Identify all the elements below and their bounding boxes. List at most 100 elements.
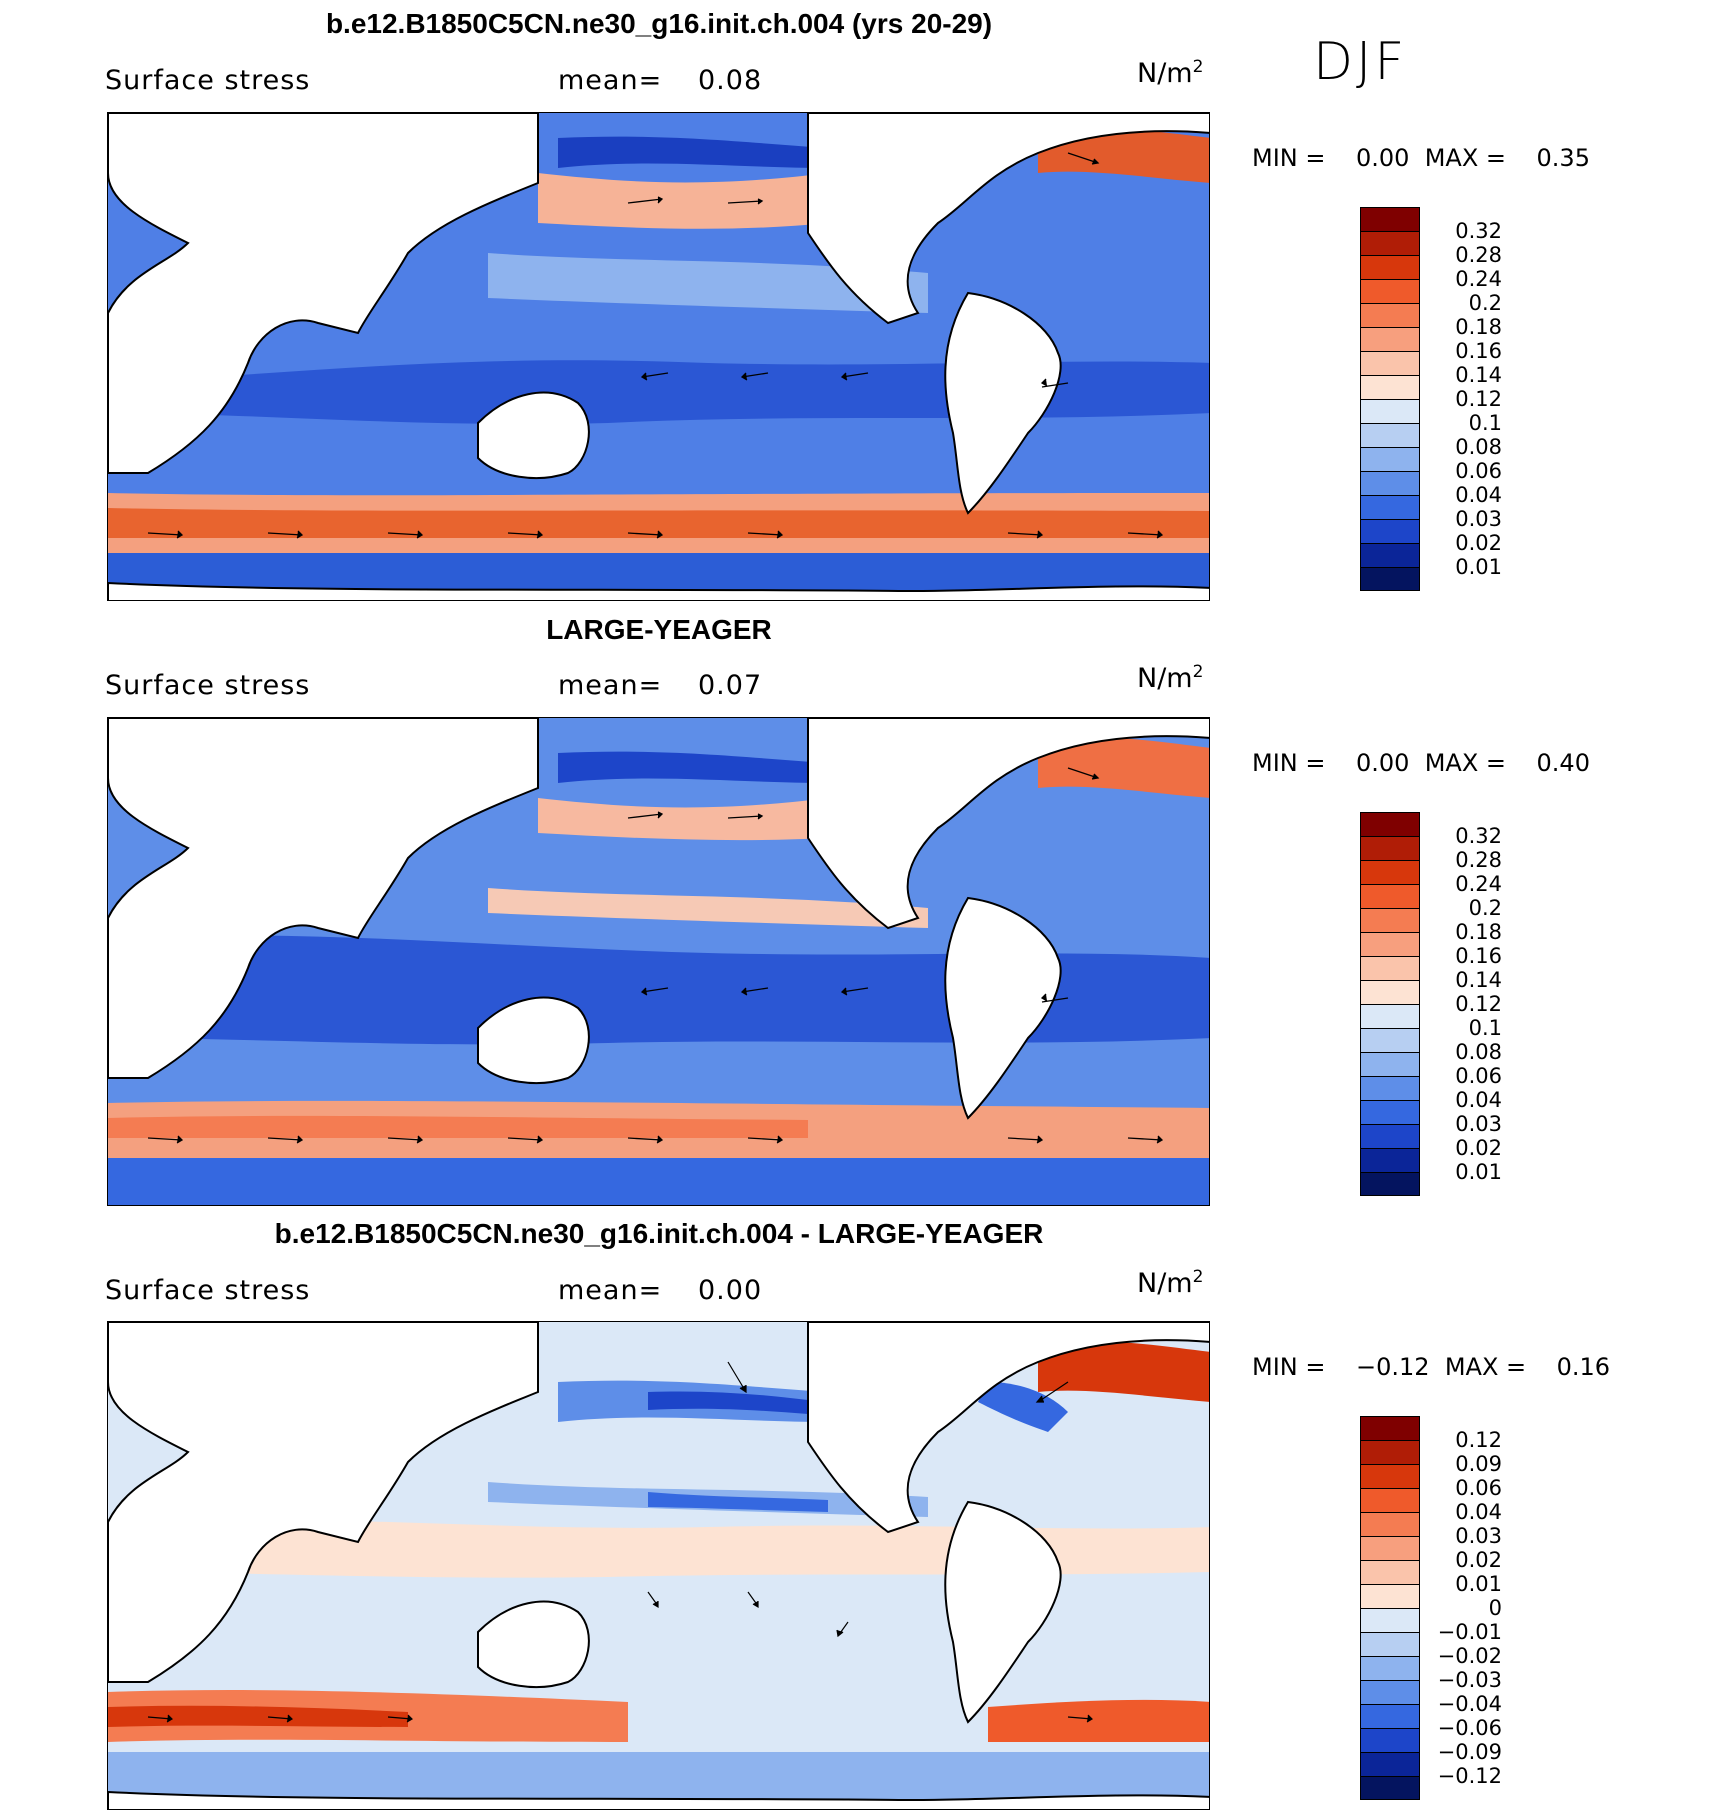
colorbar-swatch xyxy=(1360,1608,1420,1632)
colorbar-swatch xyxy=(1360,1728,1420,1752)
panel-2-units: N/m2 xyxy=(1137,662,1204,694)
colorbar-swatch xyxy=(1360,1124,1420,1148)
colorbar-swatch xyxy=(1360,327,1420,351)
colorbar-swatch xyxy=(1360,1776,1420,1800)
colorbar-level-label: 0 xyxy=(1488,1596,1502,1620)
colorbar-level-label: 0.12 xyxy=(1455,1428,1502,1452)
panel-1-colorbar-labels: 0.32 0.28 0.24 0.2 0.18 0.16 0.14 0.12 0.1 0.08 0.… xyxy=(1420,219,1530,579)
colorbar-swatch xyxy=(1360,980,1420,1004)
colorbar-level-label: −0.02 xyxy=(1437,1644,1502,1668)
colorbar-swatch xyxy=(1360,1004,1420,1028)
panel-2-mean-label: mean= xyxy=(558,670,663,701)
panel-1-colorbar xyxy=(1360,207,1420,591)
colorbar-swatch xyxy=(1360,543,1420,567)
colorbar-level-label: 0.18 xyxy=(1455,920,1502,944)
colorbar-level-label: 0.01 xyxy=(1455,1572,1502,1596)
colorbar-level-label: 0.18 xyxy=(1455,315,1502,339)
panel-1-map xyxy=(107,112,1210,601)
panel-1-mean-label: mean= xyxy=(558,65,663,96)
colorbar-swatch xyxy=(1360,351,1420,375)
colorbar-swatch xyxy=(1360,447,1420,471)
colorbar-level-label: −0.09 xyxy=(1437,1740,1502,1764)
panel-2-map xyxy=(107,717,1210,1206)
colorbar-level-label: 0.28 xyxy=(1455,243,1502,267)
colorbar-level-label: −0.06 xyxy=(1437,1716,1502,1740)
colorbar-level-label: 0.16 xyxy=(1455,944,1502,968)
colorbar-level-label: 0.2 xyxy=(1468,896,1502,920)
colorbar-level-label: −0.12 xyxy=(1437,1764,1502,1788)
colorbar-swatch xyxy=(1360,375,1420,399)
panel-3-title: b.e12.B1850C5CN.ne30_g16.init.ch.004 - L… xyxy=(274,1218,1044,1249)
colorbar-swatch xyxy=(1360,399,1420,423)
panel-3-map-canvas xyxy=(108,1322,1209,1809)
colorbar-level-label: 0.1 xyxy=(1468,411,1502,435)
colorbar-level-label: 0.16 xyxy=(1455,339,1502,363)
colorbar-swatch xyxy=(1360,956,1420,980)
panel-2-map-canvas xyxy=(108,718,1209,1205)
panel-1-variable: Surface stress xyxy=(105,65,311,96)
colorbar-swatch xyxy=(1360,1536,1420,1560)
season-label: DJF xyxy=(1313,32,1408,92)
colorbar-swatch xyxy=(1360,567,1420,591)
panel-2-variable: Surface stress xyxy=(105,670,311,701)
colorbar-swatch xyxy=(1360,1440,1420,1464)
colorbar-swatch xyxy=(1360,1680,1420,1704)
colorbar-swatch xyxy=(1360,1464,1420,1488)
colorbar-swatch xyxy=(1360,1656,1420,1680)
colorbar-swatch xyxy=(1360,279,1420,303)
colorbar-level-label: 0.02 xyxy=(1455,1136,1502,1160)
colorbar-swatch xyxy=(1360,1632,1420,1656)
colorbar-swatch xyxy=(1360,1512,1420,1536)
colorbar-level-label: 0.12 xyxy=(1455,992,1502,1016)
colorbar-level-label: 0.08 xyxy=(1455,435,1502,459)
panel-3-minmax: MIN = −0.12 MAX = 0.16 xyxy=(1252,1353,1611,1381)
panel-2-minmax: MIN = 0.00 MAX = 0.40 xyxy=(1252,749,1590,777)
panel-3-map xyxy=(107,1321,1210,1810)
colorbar-level-label: 0.28 xyxy=(1455,848,1502,872)
panel-2-colorbar xyxy=(1360,812,1420,1196)
colorbar-level-label: −0.01 xyxy=(1437,1620,1502,1644)
panel-1-wind-vectors xyxy=(147,152,1164,539)
colorbar-swatch xyxy=(1360,812,1420,836)
panel-3-variable: Surface stress xyxy=(105,1275,311,1306)
colorbar-swatch xyxy=(1360,932,1420,956)
colorbar-swatch xyxy=(1360,1052,1420,1076)
colorbar-level-label: 0.32 xyxy=(1455,824,1502,848)
colorbar-level-label: 0.09 xyxy=(1455,1452,1502,1476)
colorbar-swatch xyxy=(1360,860,1420,884)
colorbar-level-label: 0.2 xyxy=(1468,291,1502,315)
colorbar-level-label: 0.32 xyxy=(1455,219,1502,243)
colorbar-swatch xyxy=(1360,836,1420,860)
colorbar-level-label: 0.03 xyxy=(1455,507,1502,531)
colorbar-level-label: 0.04 xyxy=(1455,483,1502,507)
colorbar-level-label: 0.01 xyxy=(1455,555,1502,579)
panel-3-colorbar-labels: 0.12 0.09 0.06 0.04 0.03 0.02 0.01 0 −0.01 −0.02−… xyxy=(1420,1428,1530,1788)
colorbar-level-label: 0.03 xyxy=(1455,1112,1502,1136)
colorbar-swatch xyxy=(1360,303,1420,327)
colorbar-level-label: 0.06 xyxy=(1455,459,1502,483)
panel-3-wind-vectors xyxy=(147,1361,1093,1723)
colorbar-level-label: 0.01 xyxy=(1455,1160,1502,1184)
colorbar-level-label: 0.02 xyxy=(1455,1548,1502,1572)
panel-2-colorbar-labels: 0.32 0.28 0.24 0.2 0.18 0.16 0.14 0.12 0.1 0.08 0.… xyxy=(1420,824,1530,1184)
colorbar-level-label: 0.1 xyxy=(1468,1016,1502,1040)
colorbar-swatch xyxy=(1360,1704,1420,1728)
colorbar-level-label: −0.03 xyxy=(1437,1668,1502,1692)
colorbar-level-label: 0.14 xyxy=(1455,968,1502,992)
colorbar-swatch xyxy=(1360,519,1420,543)
colorbar-swatch xyxy=(1360,423,1420,447)
colorbar-swatch xyxy=(1360,1028,1420,1052)
colorbar-swatch xyxy=(1360,884,1420,908)
colorbar-level-label: −0.04 xyxy=(1437,1692,1502,1716)
colorbar-level-label: 0.24 xyxy=(1455,267,1502,291)
panel-2-mean-value: 0.07 xyxy=(698,670,763,701)
panel-1-map-canvas xyxy=(108,113,1209,600)
colorbar-level-label: 0.04 xyxy=(1455,1088,1502,1112)
panel-1-mean-value: 0.08 xyxy=(698,65,763,96)
colorbar-level-label: 0.06 xyxy=(1455,1064,1502,1088)
colorbar-level-label: 0.03 xyxy=(1455,1524,1502,1548)
colorbar-swatch xyxy=(1360,231,1420,255)
colorbar-swatch xyxy=(1360,908,1420,932)
colorbar-swatch xyxy=(1360,1100,1420,1124)
panel-3-units: N/m2 xyxy=(1137,1267,1204,1299)
